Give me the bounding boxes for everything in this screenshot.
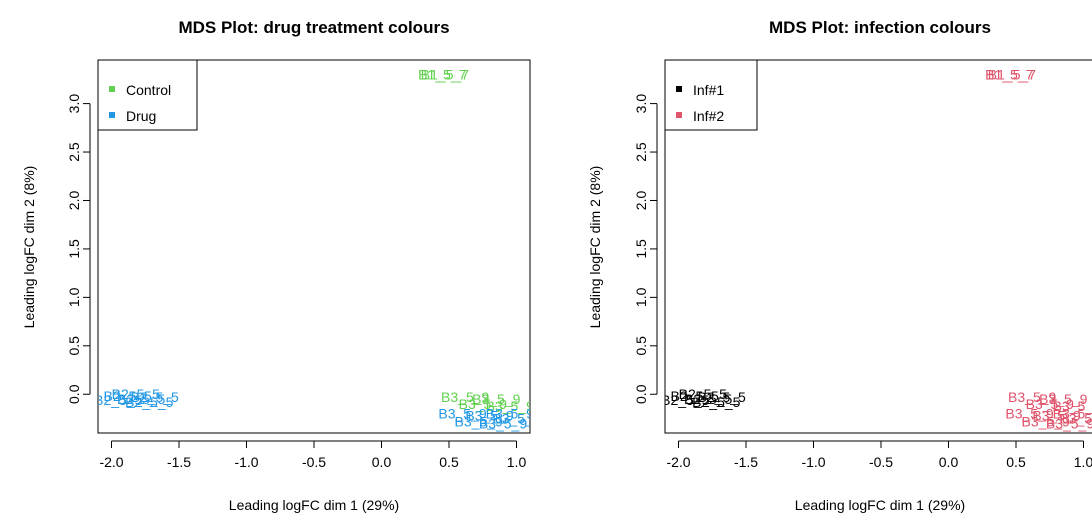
point-label: B1_5_7	[985, 67, 1033, 83]
x-tick-label: -2.0	[99, 454, 123, 470]
legend: Control Drug	[97, 59, 198, 131]
legend-swatch-drug	[109, 112, 115, 118]
chart-title: MDS Plot: infection colours	[769, 18, 991, 37]
legend-box	[97, 59, 198, 131]
y-tick-label: 2.5	[66, 142, 82, 162]
y-axis: 0.0 0.5 1.0 1.5 2.0 2.5 3.0	[633, 94, 658, 404]
x-tick-label: 1.0	[507, 454, 527, 470]
point-label: B3_5_9	[1053, 406, 1092, 422]
legend-label-drug: Drug	[126, 108, 156, 124]
point-label: B3_5_9	[1005, 406, 1053, 422]
point-label: B2_5_5	[698, 389, 746, 405]
x-tick-label: -1.5	[167, 454, 191, 470]
legend-label-inf2: Inf#2	[693, 108, 724, 124]
legend-swatch-inf2	[676, 112, 682, 118]
point-label: B3_5_9	[459, 396, 507, 412]
y-tick-label: 0.0	[66, 384, 82, 404]
point-label: B3_5_9	[465, 408, 513, 424]
point-label: B1_5_7	[418, 67, 466, 83]
x-axis: -2.0 -1.5 -1.0 -0.5 0.0 0.5 1.0	[99, 440, 527, 470]
x-tick-label: -1.0	[801, 454, 825, 470]
point-label: B3_5_9	[1046, 415, 1092, 431]
point-label: B2_5_5	[661, 392, 709, 408]
x-tick-label: -1.5	[734, 454, 758, 470]
x-tick-label: -0.5	[302, 454, 326, 470]
point-label: B1_5_7	[421, 67, 469, 83]
y-axis: 0.0 0.5 1.0 1.5 2.0 2.5 3.0	[66, 94, 91, 404]
legend-label-control: Control	[126, 82, 171, 98]
x-tick-label: 0.5	[439, 454, 459, 470]
x-axis-label: Leading logFC dim 1 (29%)	[795, 497, 965, 513]
point-label: B3_5_9	[438, 406, 486, 422]
point-label: B3_5_9	[1022, 413, 1070, 429]
x-tick-label: -1.0	[234, 454, 258, 470]
point-label: B2_5_5	[117, 391, 165, 407]
legend-label-inf1: Inf#1	[693, 82, 724, 98]
point-label: B3_5_9	[1039, 391, 1087, 407]
x-tick-label: 0.0	[939, 454, 959, 470]
plot-frame	[664, 59, 1092, 434]
y-tick-label: 1.5	[633, 239, 649, 259]
point-label: B3_5_9	[455, 413, 503, 429]
point-label: B2_5_5	[94, 392, 142, 408]
y-tick-label: 3.0	[66, 94, 82, 114]
point-label: B2_5_5	[104, 388, 152, 404]
y-tick-label: 2.0	[633, 191, 649, 211]
chart-panel-infection: MDS Plot: infection colours -2.0 -1.5 -1.0…	[587, 18, 1092, 513]
point-labels: B1_5_7B1_5_7B3_5_9B3_5_9B3_5_9B3_5_9B3_5…	[661, 67, 1092, 432]
y-tick-label: 3.0	[633, 94, 649, 114]
y-axis-label: Leading logFC dim 2 (8%)	[587, 166, 603, 329]
point-label: B3_5_9	[1026, 396, 1074, 412]
point-label: B2_5_5	[671, 388, 719, 404]
x-tick-label: 1.0	[1074, 454, 1092, 470]
point-label: B3_5_9	[492, 410, 540, 426]
y-tick-label: 1.5	[66, 239, 82, 259]
point-label: B3_5_9	[1032, 408, 1080, 424]
point-label: B2_5_5	[692, 394, 740, 410]
chart-title: MDS Plot: drug treatment colours	[178, 18, 449, 37]
chart-panel-drug-treatment: MDS Plot: drug treatment colours -2.0 -1.…	[21, 18, 540, 513]
legend: Inf#1 Inf#2	[664, 59, 758, 131]
legend-swatch-inf1	[676, 86, 682, 92]
x-tick-label: 0.5	[1006, 454, 1026, 470]
y-tick-label: 2.5	[633, 142, 649, 162]
y-tick-label: 0.5	[633, 336, 649, 356]
y-axis-label: Leading logFC dim 2 (8%)	[21, 166, 37, 329]
y-tick-label: 1.0	[633, 287, 649, 307]
y-tick-label: 0.0	[633, 384, 649, 404]
point-label: B3_5_9	[486, 398, 534, 414]
point-label: B3_5_9	[1008, 389, 1056, 405]
point-label: B3_5_9	[479, 415, 527, 431]
y-tick-label: 0.5	[66, 336, 82, 356]
point-labels: B1_5_7B1_5_7B3_5_9B3_5_9B3_5_9B3_5_9B3_5…	[94, 67, 540, 432]
point-label: B3_5_9	[441, 389, 489, 405]
point-label: B2_5_5	[679, 386, 727, 402]
point-label: B3_5_9	[1059, 410, 1092, 426]
y-tick-label: 1.0	[66, 287, 82, 307]
plot-frame	[97, 59, 531, 434]
x-tick-label: -2.0	[666, 454, 690, 470]
point-label: B2_5_5	[125, 394, 173, 410]
x-axis: -2.0 -1.5 -1.0 -0.5 0.0 0.5 1.0	[666, 440, 1092, 470]
y-tick-label: 2.0	[66, 191, 82, 211]
x-axis-label: Leading logFC dim 1 (29%)	[229, 497, 399, 513]
point-label: B2_5_5	[684, 391, 732, 407]
legend-box	[664, 59, 758, 131]
point-label: B2_5_5	[131, 389, 179, 405]
point-label: B3_5_9	[1053, 398, 1092, 414]
x-tick-label: -0.5	[869, 454, 893, 470]
point-label: B1_5_7	[988, 67, 1036, 83]
point-label: B2_5_5	[112, 386, 160, 402]
x-tick-label: 0.0	[372, 454, 392, 470]
point-label: B3_5_9	[486, 406, 534, 422]
point-label: B3_5_9	[472, 391, 520, 407]
legend-swatch-control	[109, 86, 115, 92]
